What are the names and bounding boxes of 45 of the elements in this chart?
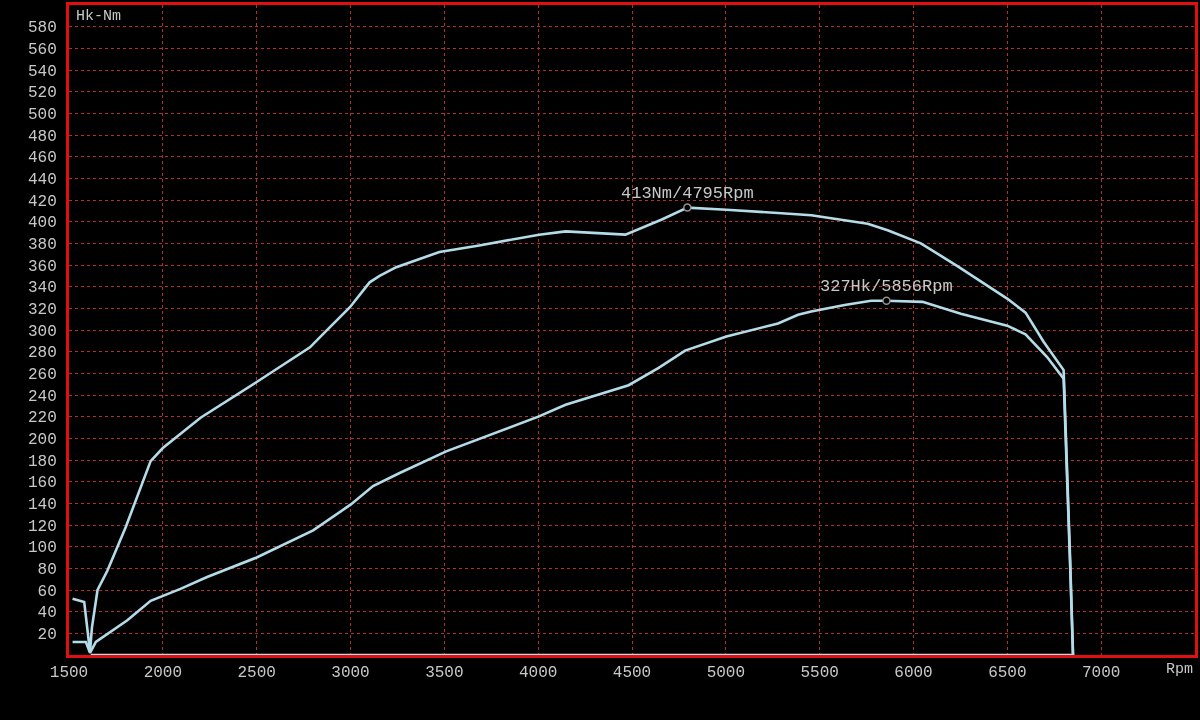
x-tick-label: 5500 xyxy=(800,664,839,683)
x-tick-label: 1500 xyxy=(49,664,89,683)
y-tick-label: 100 xyxy=(27,539,57,558)
y-tick-label: 140 xyxy=(27,495,57,514)
x-axis-title: Rpm xyxy=(1166,661,1194,678)
x-tick-label: 3000 xyxy=(331,664,370,683)
y-tick-label: 420 xyxy=(27,192,57,211)
y-tick-label: 400 xyxy=(27,214,57,233)
y-axis-title: Hk-Nm xyxy=(76,8,122,25)
x-tick-label: 3500 xyxy=(425,664,464,683)
x-tick-label: 6500 xyxy=(988,664,1027,683)
y-tick-label: 80 xyxy=(37,560,57,579)
y-tick-label: 160 xyxy=(27,474,57,493)
y-tick-label: 60 xyxy=(37,582,57,601)
y-tick-label: 460 xyxy=(27,149,57,168)
y-tick-label: 560 xyxy=(27,40,57,59)
y-tick-label: 540 xyxy=(27,62,57,81)
y-tick-label: 500 xyxy=(27,105,57,124)
y-tick-label: 320 xyxy=(27,300,57,319)
y-tick-label: 280 xyxy=(27,344,57,363)
x-tick-label: 4000 xyxy=(518,664,558,683)
annotation: 413Nm/4795Rpm xyxy=(621,184,754,203)
y-tick-label: 180 xyxy=(27,452,57,471)
y-tick-label: 260 xyxy=(27,365,57,384)
y-tick-label: 340 xyxy=(27,279,57,298)
y-tick-label: 240 xyxy=(27,387,57,406)
x-tick-label: 7000 xyxy=(1081,664,1121,683)
y-tick-label: 580 xyxy=(27,19,57,38)
annotation: 327Hk/5856Rpm xyxy=(820,277,953,296)
y-tick-label: 200 xyxy=(27,430,57,449)
y-tick-label: 20 xyxy=(37,625,57,644)
x-tick-label: 5000 xyxy=(706,664,746,683)
x-tick-label: 6000 xyxy=(894,664,933,683)
y-tick-label: 40 xyxy=(37,604,57,623)
x-tick-label: 2000 xyxy=(143,664,183,683)
x-tick-label: 4500 xyxy=(612,664,652,683)
x-tick-label: 2500 xyxy=(237,664,276,683)
y-tick-label: 360 xyxy=(27,257,57,276)
y-tick-label: 440 xyxy=(27,170,57,189)
y-tick-label: 380 xyxy=(27,235,57,254)
y-tick-label: 220 xyxy=(27,409,57,428)
y-tick-label: 520 xyxy=(27,84,57,103)
y-tick-label: 300 xyxy=(27,322,57,341)
y-tick-label: 120 xyxy=(27,517,57,536)
y-tick-label: 480 xyxy=(27,127,57,146)
